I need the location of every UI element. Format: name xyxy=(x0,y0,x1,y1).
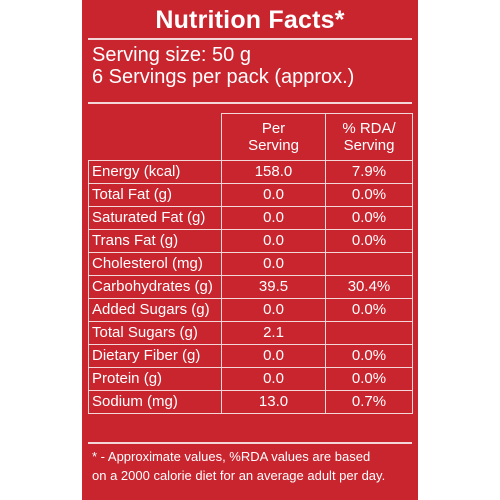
per-serving-value: 0.0 xyxy=(221,367,326,391)
nutrient-name: Carbohydrates (g) xyxy=(88,275,222,299)
footnote-line-1: * - Approximate values, %RDA values are … xyxy=(92,449,371,464)
nutrient-name: Protein (g) xyxy=(88,367,222,391)
rda-value: 30.4% xyxy=(325,275,413,299)
nutrient-name: Saturated Fat (g) xyxy=(88,206,222,230)
header-per-serving-line1: Per xyxy=(261,120,286,137)
header-per-serving-line2: Serving xyxy=(248,137,299,154)
per-serving-value: 0.0 xyxy=(221,252,326,276)
table-row: Trans Fat (g) 0.0 0.0% xyxy=(88,229,413,253)
per-serving-value: 39.5 xyxy=(221,275,326,299)
per-serving-value: 0.0 xyxy=(221,183,326,207)
title-divider xyxy=(88,38,412,40)
table-row: Total Sugars (g) 2.1 xyxy=(88,321,413,345)
per-serving-value: 2.1 xyxy=(221,321,326,345)
table-header-row: Per Serving % RDA/ Serving xyxy=(88,113,413,161)
rda-value xyxy=(325,252,413,276)
table-row: Sodium (mg) 13.0 0.7% xyxy=(88,390,413,414)
nutrient-name: Dietary Fiber (g) xyxy=(88,344,222,368)
header-blank-cell xyxy=(88,113,222,161)
header-rda-line1: % RDA/ xyxy=(342,120,396,137)
header-per-serving: Per Serving xyxy=(221,113,326,161)
rda-value: 0.0% xyxy=(325,367,413,391)
per-serving-value: 158.0 xyxy=(221,160,326,184)
rda-value: 0.0% xyxy=(325,206,413,230)
table-row: Total Fat (g) 0.0 0.0% xyxy=(88,183,413,207)
nutrient-name: Total Fat (g) xyxy=(88,183,222,207)
per-serving-value: 0.0 xyxy=(221,229,326,253)
nutrition-facts-title: Nutrition Facts* xyxy=(155,6,345,34)
nutrient-name: Sodium (mg) xyxy=(88,390,222,414)
footnote: * - Approximate values, %RDA values are … xyxy=(92,447,414,485)
header-rda-line2: Serving xyxy=(343,137,395,154)
rda-value: 0.0% xyxy=(325,183,413,207)
nutrient-name: Cholesterol (mg) xyxy=(88,252,222,276)
table-row: Cholesterol (mg) 0.0 xyxy=(88,252,413,276)
table-row: Protein (g) 0.0 0.0% xyxy=(88,367,413,391)
serving-size: Serving size: 50 g xyxy=(92,44,251,66)
table-row: Carbohydrates (g) 39.5 30.4% xyxy=(88,275,413,299)
per-serving-value: 13.0 xyxy=(221,390,326,414)
serving-info: Serving size: 50 g 6 Servings per pack (… xyxy=(92,44,412,88)
rda-value: 7.9% xyxy=(325,160,413,184)
footnote-divider xyxy=(88,442,412,444)
nutrition-facts-panel: Nutrition Facts* Serving size: 50 g 6 Se… xyxy=(82,0,418,500)
servings-per-pack: 6 Servings per pack (approx.) xyxy=(92,66,355,88)
nutrient-name: Added Sugars (g) xyxy=(88,298,222,322)
rda-value: 0.0% xyxy=(325,229,413,253)
nutrient-name: Energy (kcal) xyxy=(88,160,222,184)
per-serving-value: 0.0 xyxy=(221,344,326,368)
header-divider xyxy=(88,102,412,104)
table-row: Saturated Fat (g) 0.0 0.0% xyxy=(88,206,413,230)
table-row: Dietary Fiber (g) 0.0 0.0% xyxy=(88,344,413,368)
table-row: Added Sugars (g) 0.0 0.0% xyxy=(88,298,413,322)
header-rda: % RDA/ Serving xyxy=(325,113,413,161)
nutrient-name: Total Sugars (g) xyxy=(88,321,222,345)
per-serving-value: 0.0 xyxy=(221,206,326,230)
nutrient-name: Trans Fat (g) xyxy=(88,229,222,253)
rda-value: 0.7% xyxy=(325,390,413,414)
per-serving-value: 0.0 xyxy=(221,298,326,322)
table-row: Energy (kcal) 158.0 7.9% xyxy=(88,160,413,184)
rda-value xyxy=(325,321,413,345)
nutrition-table: Per Serving % RDA/ Serving Energy (kcal)… xyxy=(88,113,413,414)
rda-value: 0.0% xyxy=(325,298,413,322)
rda-value: 0.0% xyxy=(325,344,413,368)
footnote-line-2: on a 2000 calorie diet for an average ad… xyxy=(92,468,386,483)
